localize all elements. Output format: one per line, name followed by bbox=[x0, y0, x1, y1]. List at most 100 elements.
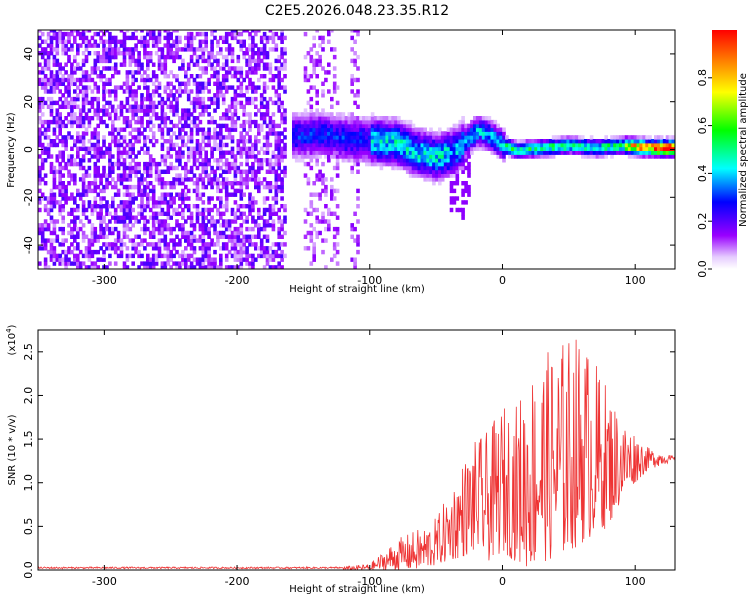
spectrogram-cell bbox=[332, 116, 337, 121]
spectrogram-cell bbox=[224, 35, 229, 41]
spectrogram-cell bbox=[233, 158, 238, 163]
spectrogram-cell bbox=[353, 158, 357, 163]
spectrogram-cell bbox=[330, 119, 334, 125]
spectrogram-cell bbox=[592, 142, 597, 148]
spectrogram-cell bbox=[224, 116, 229, 121]
spectrogram-cell bbox=[192, 35, 197, 41]
spectrogram-cell bbox=[207, 81, 211, 86]
spectrogram-cell bbox=[633, 135, 638, 140]
spectrogram-cell bbox=[198, 173, 203, 178]
spectrogram-cell bbox=[306, 142, 311, 148]
spectrogram-cell bbox=[400, 119, 404, 125]
spectrogram-cell bbox=[461, 215, 465, 220]
spectrogram-cell bbox=[440, 146, 445, 151]
spectrogram-cell bbox=[280, 51, 284, 56]
spectrogram-cell bbox=[52, 100, 57, 106]
spectrogram-cell bbox=[283, 62, 287, 67]
spectrogram-cell bbox=[81, 173, 86, 178]
spectrogram-cell bbox=[122, 43, 127, 48]
spectrogram-cell bbox=[245, 89, 249, 94]
spectrogram-cell bbox=[356, 249, 360, 255]
spectrogram-cell bbox=[411, 139, 416, 144]
spectrogram-cell bbox=[131, 93, 135, 98]
spectrogram-cell bbox=[429, 146, 433, 151]
spectrogram-cell bbox=[175, 173, 179, 178]
spectrogram-cell bbox=[505, 142, 509, 148]
spectrogram-cell bbox=[294, 146, 299, 151]
spectrogram-cell bbox=[344, 154, 349, 159]
spectrogram-cell bbox=[49, 165, 54, 171]
spectrogram-cell bbox=[131, 35, 135, 41]
spectrogram-cell bbox=[262, 116, 267, 121]
spectrogram-cell bbox=[242, 119, 246, 125]
spectrogram-cell bbox=[356, 135, 360, 140]
spectrogram-cell bbox=[254, 66, 258, 71]
spectrogram-cell bbox=[420, 146, 425, 151]
spectrogram-cell bbox=[81, 51, 86, 56]
spectrogram-cell bbox=[192, 96, 197, 102]
spectrogram-cell bbox=[251, 142, 255, 148]
spectrogram-cell bbox=[259, 58, 264, 64]
spectrogram-cell bbox=[131, 150, 135, 155]
spectrogram-cell bbox=[119, 238, 124, 243]
spectrogram-cell bbox=[207, 207, 211, 213]
spectrogram-cell bbox=[125, 51, 130, 56]
spectrogram-cell bbox=[265, 85, 270, 90]
spectrogram-cell bbox=[484, 127, 489, 132]
spectrogram-cell bbox=[353, 150, 357, 155]
spectrogram-cell bbox=[76, 146, 80, 151]
spectrogram-cell bbox=[271, 211, 276, 216]
spectrogram-cell bbox=[93, 238, 98, 243]
spectrogram-cell bbox=[376, 146, 381, 151]
spectrogram-cell bbox=[160, 100, 165, 106]
spectrogram-cell bbox=[227, 234, 232, 239]
spectrogram-cell bbox=[309, 135, 314, 140]
spectrogram-cell bbox=[116, 188, 121, 194]
spectrogram-cell bbox=[408, 123, 413, 129]
spectrogram-cell bbox=[265, 181, 270, 186]
spectrogram-cell bbox=[67, 39, 71, 44]
spectrogram-cell bbox=[178, 35, 182, 41]
spectrogram-cell bbox=[46, 238, 51, 243]
spectrogram-cell bbox=[160, 253, 165, 259]
spectrogram-cell bbox=[560, 150, 565, 155]
spectrogram-cell bbox=[189, 58, 194, 64]
spectrogram-cell bbox=[458, 142, 462, 148]
spectrogram-cell bbox=[102, 43, 106, 48]
spectrogram-cell bbox=[292, 116, 296, 121]
spectrogram-cell bbox=[312, 181, 316, 186]
spectrogram-cell bbox=[76, 226, 80, 232]
spectrogram-cell bbox=[52, 62, 57, 67]
spectrogram-cell bbox=[224, 253, 229, 259]
spectrogram-cell bbox=[394, 165, 398, 171]
spectrogram-cell bbox=[315, 142, 319, 148]
spectrogram-cell bbox=[55, 77, 60, 83]
spectrogram-cell bbox=[589, 146, 594, 151]
spectrogram-cell bbox=[184, 257, 188, 262]
spectrogram-cell bbox=[61, 249, 65, 255]
spectrogram-cell bbox=[230, 219, 235, 224]
spectrogram-cell bbox=[52, 58, 57, 64]
spectrogram-cell bbox=[294, 142, 299, 148]
spectrogram-cell bbox=[210, 184, 214, 190]
spectrogram-cell bbox=[49, 35, 54, 41]
spectrogram-cell bbox=[376, 139, 381, 144]
spectrogram-cell bbox=[113, 54, 118, 60]
spectrogram-cell bbox=[242, 204, 246, 209]
spectrogram-cell bbox=[607, 146, 611, 151]
spectrogram-cell bbox=[435, 135, 439, 140]
spectrogram-cell bbox=[309, 58, 314, 64]
spectrogram-cell bbox=[201, 249, 206, 255]
spectrogram-cell bbox=[446, 169, 451, 174]
spectrogram-cell bbox=[306, 89, 311, 94]
spectrogram-cell bbox=[40, 234, 45, 239]
spectrogram-cell bbox=[207, 142, 211, 148]
spectrogram-cell bbox=[181, 123, 185, 129]
spectrogram-cell bbox=[303, 74, 308, 79]
spectrogram-cell bbox=[105, 181, 109, 186]
spectrogram-cell bbox=[166, 131, 171, 136]
spectrogram-cell bbox=[332, 47, 337, 52]
spectrogram-cell bbox=[99, 177, 103, 182]
spectrogram-cell bbox=[189, 215, 194, 220]
spectrogram-cell bbox=[353, 226, 357, 232]
